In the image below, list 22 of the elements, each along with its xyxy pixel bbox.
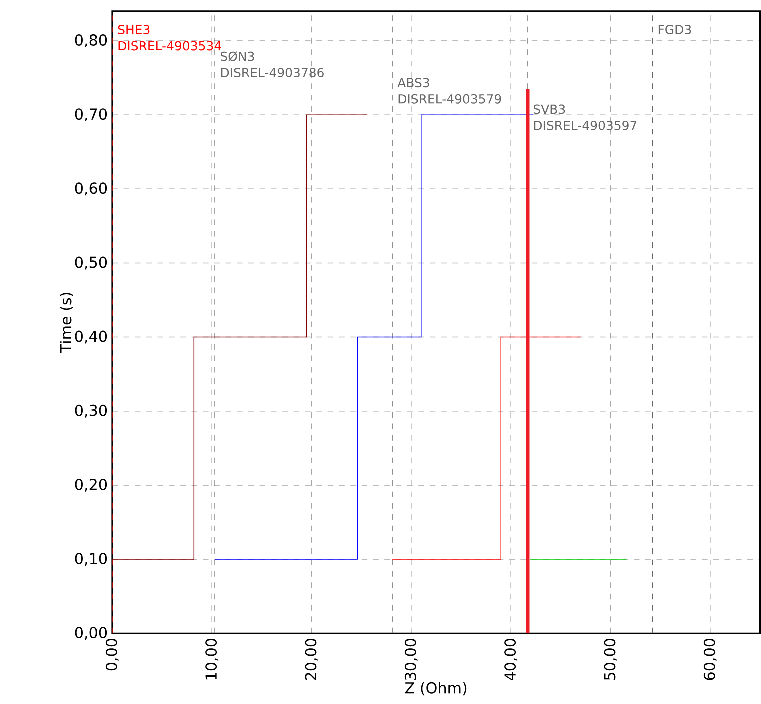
ref-line-label: ABS3 DISREL-4903579 bbox=[398, 78, 502, 104]
y-tick-label: 0,00 bbox=[75, 627, 108, 640]
y-tick-label: 0,10 bbox=[75, 553, 108, 566]
x-axis-title: Z (Ohm) bbox=[405, 682, 467, 696]
ref-line-label: SVB3 DISREL-4903597 bbox=[534, 104, 637, 131]
y-tick-label: 0,80 bbox=[75, 34, 108, 48]
ref-line-label: FGD3 bbox=[658, 25, 692, 35]
x-tick-label: 10,00 bbox=[206, 639, 219, 680]
y-axis-title: Time (s) bbox=[60, 293, 74, 354]
y-tick-label: 0,70 bbox=[75, 108, 108, 122]
y-tick-label: 0,20 bbox=[75, 479, 108, 492]
y-tick-label: 0,50 bbox=[75, 256, 108, 270]
x-tick-label: 60,00 bbox=[704, 639, 717, 680]
ref-line-label: SØN3 DISREL-4903786 bbox=[221, 52, 324, 78]
x-tick-label: 40,00 bbox=[504, 639, 518, 681]
y-tick-label: 0,30 bbox=[75, 404, 108, 418]
x-tick-label: 50,00 bbox=[604, 639, 618, 680]
y-tick-label: 0,40 bbox=[75, 330, 108, 344]
y-tick-label: 0,60 bbox=[75, 182, 108, 196]
ref-line-label: SHE3 DISREL-4903534 bbox=[118, 25, 222, 51]
x-tick-label: 20,00 bbox=[305, 639, 318, 680]
x-tick-label: 30,00 bbox=[404, 639, 418, 680]
